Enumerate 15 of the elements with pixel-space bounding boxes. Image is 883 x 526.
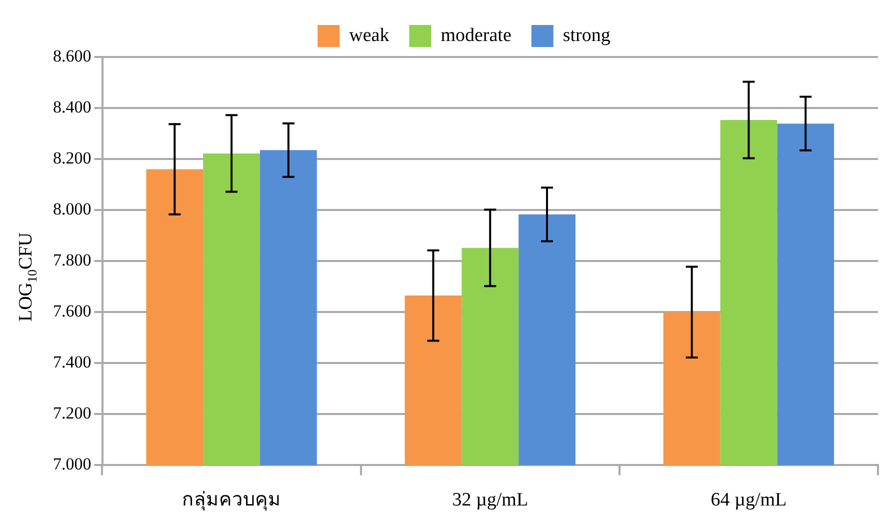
- x-tick-label: 32 µg/mL: [452, 490, 528, 511]
- legend-label: weak: [349, 24, 390, 46]
- y-tick-label: 7.400: [53, 352, 92, 372]
- legend-label: strong: [562, 24, 611, 46]
- y-tick-label: 7.800: [53, 250, 92, 270]
- y-tick-label: 8.200: [53, 148, 92, 168]
- x-tick-label: 64 µg/mL: [710, 490, 787, 511]
- y-tick-label: 7.000: [53, 454, 92, 474]
- y-tick-label: 8.000: [53, 200, 92, 219]
- legend-label: moderate: [440, 24, 512, 46]
- y-tick-label: 8.400: [53, 97, 92, 116]
- y-tick-label: 8.600: [53, 46, 92, 66]
- y-tick-label: 7.200: [53, 404, 92, 423]
- x-tick-label: กลุ่มควบคุม: [182, 490, 282, 512]
- y-tick-label: 7.600: [53, 302, 92, 321]
